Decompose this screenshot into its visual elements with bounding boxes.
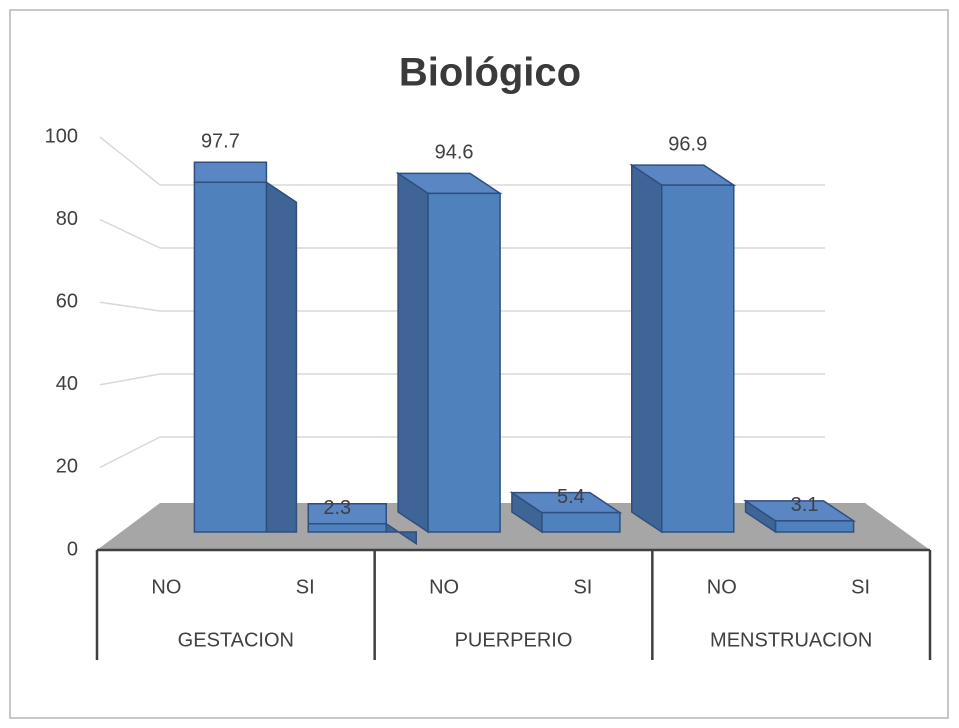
x-tick-label: SI	[851, 576, 870, 598]
bar-face	[661, 184, 735, 533]
y-tick-label: 40	[56, 373, 78, 395]
grid-line	[99, 373, 161, 386]
group-label: MENSTRUACION	[710, 629, 872, 651]
data-label: 2.3	[323, 497, 351, 519]
chart-title: Biológico	[399, 51, 581, 95]
grid-line	[99, 136, 161, 186]
bar-face	[193, 181, 268, 533]
x-tick-label: NO	[151, 576, 181, 598]
x-tick-label: NO	[429, 576, 459, 598]
bar	[395, 171, 503, 534]
data-label: 3.1	[791, 494, 819, 516]
y-tick-label: 80	[56, 208, 78, 230]
x-tick-label: SI	[573, 576, 592, 598]
bar	[629, 163, 737, 534]
y-tick-label: 60	[56, 290, 78, 312]
grid-line	[99, 436, 161, 469]
grid-line	[99, 301, 161, 312]
bar	[307, 503, 417, 546]
bar-face	[265, 180, 298, 533]
group-label: GESTACION	[178, 629, 294, 651]
bar-face	[631, 163, 663, 534]
bar	[193, 161, 298, 533]
data-label: 97.7	[201, 131, 240, 153]
bar-face	[427, 192, 501, 533]
x-tick-label: NO	[707, 576, 737, 598]
grid-line	[99, 218, 161, 249]
bar-face	[397, 171, 429, 534]
bar	[509, 491, 623, 534]
bar	[743, 499, 857, 534]
y-tick-label: 100	[45, 125, 78, 147]
bar-face	[541, 511, 621, 533]
data-label: 5.4	[557, 486, 585, 508]
x-tick-label: SI	[296, 576, 315, 598]
y-tick-label: 20	[56, 456, 78, 478]
group-label: PUERPERIO	[455, 629, 573, 651]
bar-face	[307, 523, 387, 533]
y-tick-label: 0	[67, 538, 78, 560]
data-label: 96.9	[668, 133, 707, 155]
data-label: 94.6	[435, 142, 474, 164]
bar-face	[774, 520, 855, 533]
bar-face	[193, 161, 268, 183]
